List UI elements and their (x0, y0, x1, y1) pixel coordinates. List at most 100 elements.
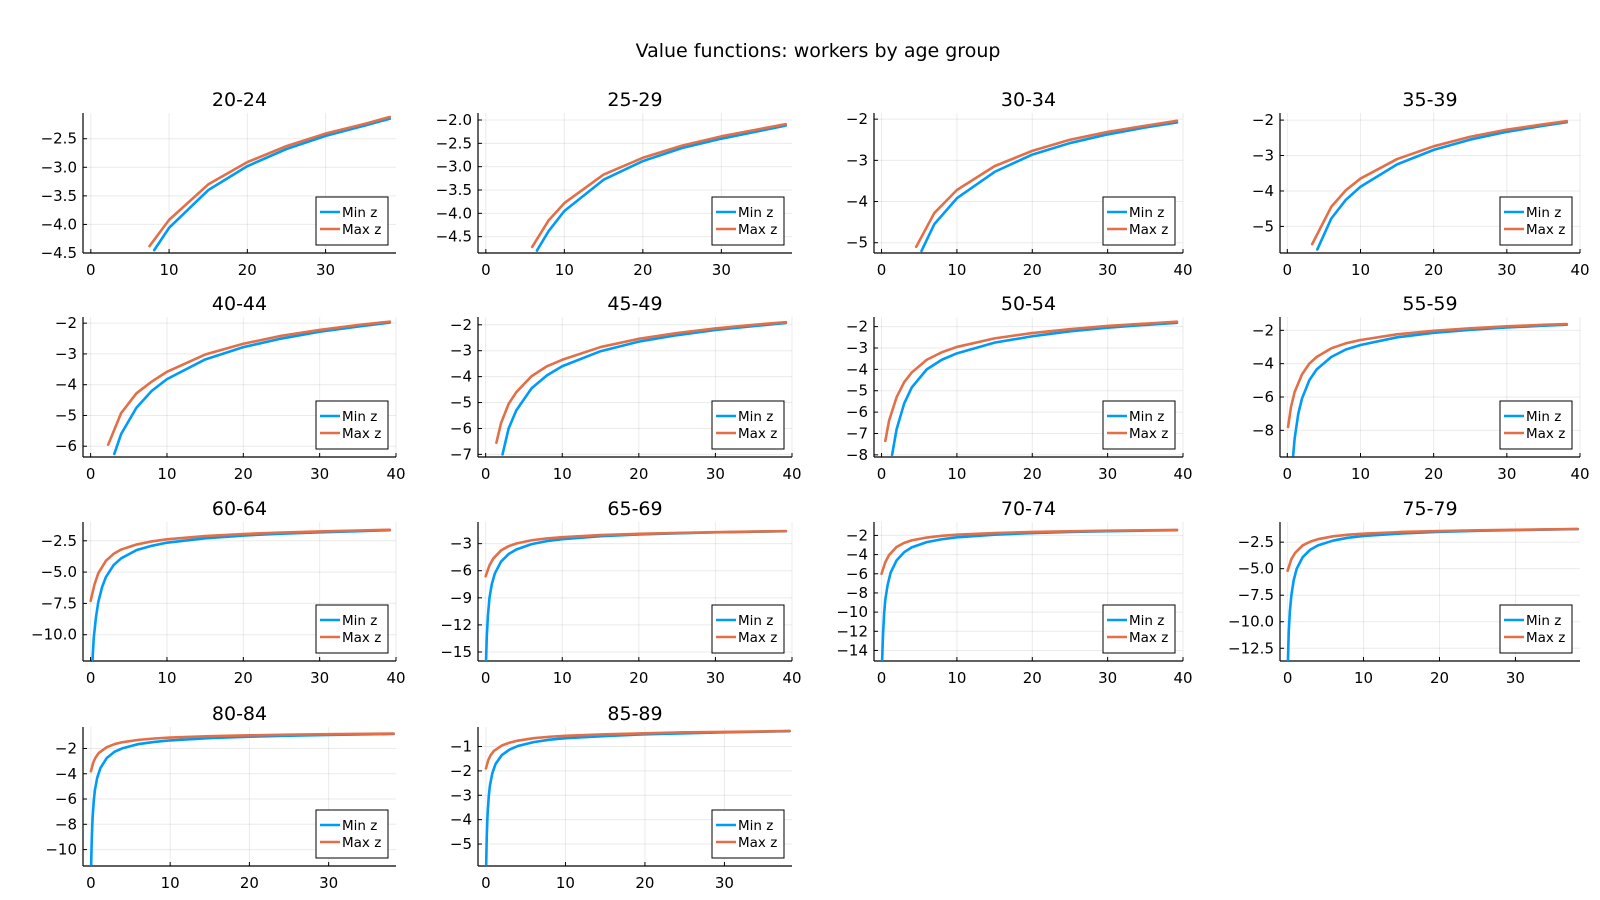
y-tick-label: −2 (846, 110, 868, 128)
series-line-max-z (1288, 529, 1578, 571)
x-tick-label: 0 (86, 465, 96, 483)
y-tick-label: −4.5 (436, 228, 472, 246)
x-tick-label: 0 (86, 669, 96, 687)
legend-label: Min z (1526, 205, 1561, 221)
legend-label: Min z (1129, 613, 1164, 629)
x-tick-label: 0 (481, 465, 491, 483)
y-tick-label: −3.5 (41, 187, 77, 205)
y-tick-label: −4 (846, 546, 868, 564)
y-tick-label: −7 (450, 445, 472, 463)
y-tick-label: −2.5 (436, 134, 472, 152)
x-tick-label: 40 (386, 669, 405, 687)
panel-25-29: 25-29 0 10 20 30 −4.5 −4.0 −3.5 −3.0 −2.5 −2.0 Min … (436, 89, 792, 279)
x-tick-label: 30 (1506, 669, 1525, 687)
y-tick-label: −10 (836, 603, 868, 621)
x-tick-label: 0 (1283, 669, 1293, 687)
x-tick-label: 30 (706, 669, 725, 687)
x-tick-label: 10 (553, 465, 572, 483)
legend-label: Max z (342, 630, 381, 646)
x-tick-label: 40 (386, 465, 405, 483)
x-tick-label: 20 (234, 465, 253, 483)
x-tick-label: 20 (234, 669, 253, 687)
y-tick-label: −8 (55, 815, 77, 833)
x-tick-label: 30 (712, 261, 731, 279)
y-tick-label: −4 (55, 765, 77, 783)
y-tick-label: −15 (440, 643, 472, 661)
x-tick-label: 40 (782, 465, 801, 483)
x-tick-label: 20 (240, 874, 259, 892)
legend-label: Max z (342, 426, 381, 442)
legend-label: Min z (1129, 205, 1164, 221)
y-tick-label: −3 (846, 339, 868, 357)
x-tick-label: 0 (1283, 261, 1293, 279)
series-line-max-z (91, 734, 394, 772)
x-tick-label: 30 (316, 261, 335, 279)
x-tick-label: 10 (947, 261, 966, 279)
y-tick-label: −2 (846, 318, 868, 336)
y-tick-label: −10.0 (1228, 613, 1274, 631)
x-tick-label: 40 (1173, 261, 1192, 279)
y-tick-label: −3.0 (436, 158, 472, 176)
x-tick-label: 0 (1283, 465, 1293, 483)
y-tick-label: −8 (1252, 421, 1274, 439)
y-tick-label: −7.5 (1238, 586, 1274, 604)
y-tick-label: −3 (846, 151, 868, 169)
y-tick-label: −5.0 (41, 563, 77, 581)
panel-title: 80-84 (212, 703, 267, 725)
y-tick-label: −6 (1252, 388, 1274, 406)
panel-title: 20-24 (212, 89, 267, 111)
legend-label: Max z (738, 222, 777, 238)
y-tick-label: −3.0 (41, 158, 77, 176)
x-tick-label: 0 (877, 465, 887, 483)
legend-label: Max z (1526, 426, 1565, 442)
series-line-max-z (882, 530, 1177, 574)
y-tick-label: −4.0 (41, 215, 77, 233)
panel-80-84: 80-840 10 20 30−10−8−6−4−2Min zMax z (45, 703, 396, 892)
y-tick-label: −1 (450, 738, 472, 756)
legend-label: Max z (1129, 222, 1168, 238)
y-tick-label: −4 (55, 376, 77, 394)
x-tick-label: 10 (157, 669, 176, 687)
x-tick-label: 20 (1430, 669, 1449, 687)
y-tick-label: −2 (450, 316, 472, 334)
panel-title: 55-59 (1402, 293, 1457, 315)
panel-title: 40-44 (212, 293, 267, 315)
x-tick-label: 20 (633, 261, 652, 279)
x-tick-label: 10 (555, 261, 574, 279)
panel-title: 30-34 (1001, 89, 1056, 111)
chart-title: Value functions: workers by age group (636, 40, 1001, 62)
panel-70-74: 70-740 10 20 30 40−14−12−10−8−6−4−2Min zMax … (836, 498, 1192, 687)
y-tick-label: −6 (55, 790, 77, 808)
y-tick-label: −7.5 (41, 594, 77, 612)
y-tick-label: −4 (450, 368, 472, 386)
y-tick-label: −9 (450, 589, 472, 607)
x-tick-label: 20 (629, 669, 648, 687)
x-tick-label: 30 (1098, 465, 1117, 483)
y-tick-label: −5 (450, 394, 472, 412)
x-tick-label: 20 (1023, 261, 1042, 279)
x-tick-label: 10 (160, 261, 179, 279)
y-tick-label: −8 (846, 446, 868, 464)
y-tick-label: −10.0 (31, 626, 77, 644)
y-tick-label: −5 (55, 406, 77, 424)
x-tick-label: 0 (481, 669, 491, 687)
y-tick-label: −4 (450, 811, 472, 829)
y-tick-label: −5 (846, 234, 868, 252)
x-tick-label: 0 (86, 261, 96, 279)
x-tick-label: 0 (481, 261, 491, 279)
legend-label: Min z (738, 409, 773, 425)
x-tick-label: 20 (1424, 261, 1443, 279)
y-tick-label: −5 (1252, 217, 1274, 235)
x-tick-label: 10 (556, 874, 575, 892)
y-tick-label: −4 (1252, 355, 1274, 373)
legend-label: Min z (738, 613, 773, 629)
x-tick-label: 30 (1497, 465, 1516, 483)
y-tick-label: −2.5 (41, 130, 77, 148)
x-tick-label: 10 (1354, 669, 1373, 687)
y-tick-label: −5 (450, 835, 472, 853)
y-tick-label: −5 (846, 382, 868, 400)
panel-20-24: 20-24 0 10 20 30 −4.5 −4.0 −3.5 −3.0 −2.5 Min zMax… (41, 89, 396, 279)
y-tick-label: −2 (450, 762, 472, 780)
